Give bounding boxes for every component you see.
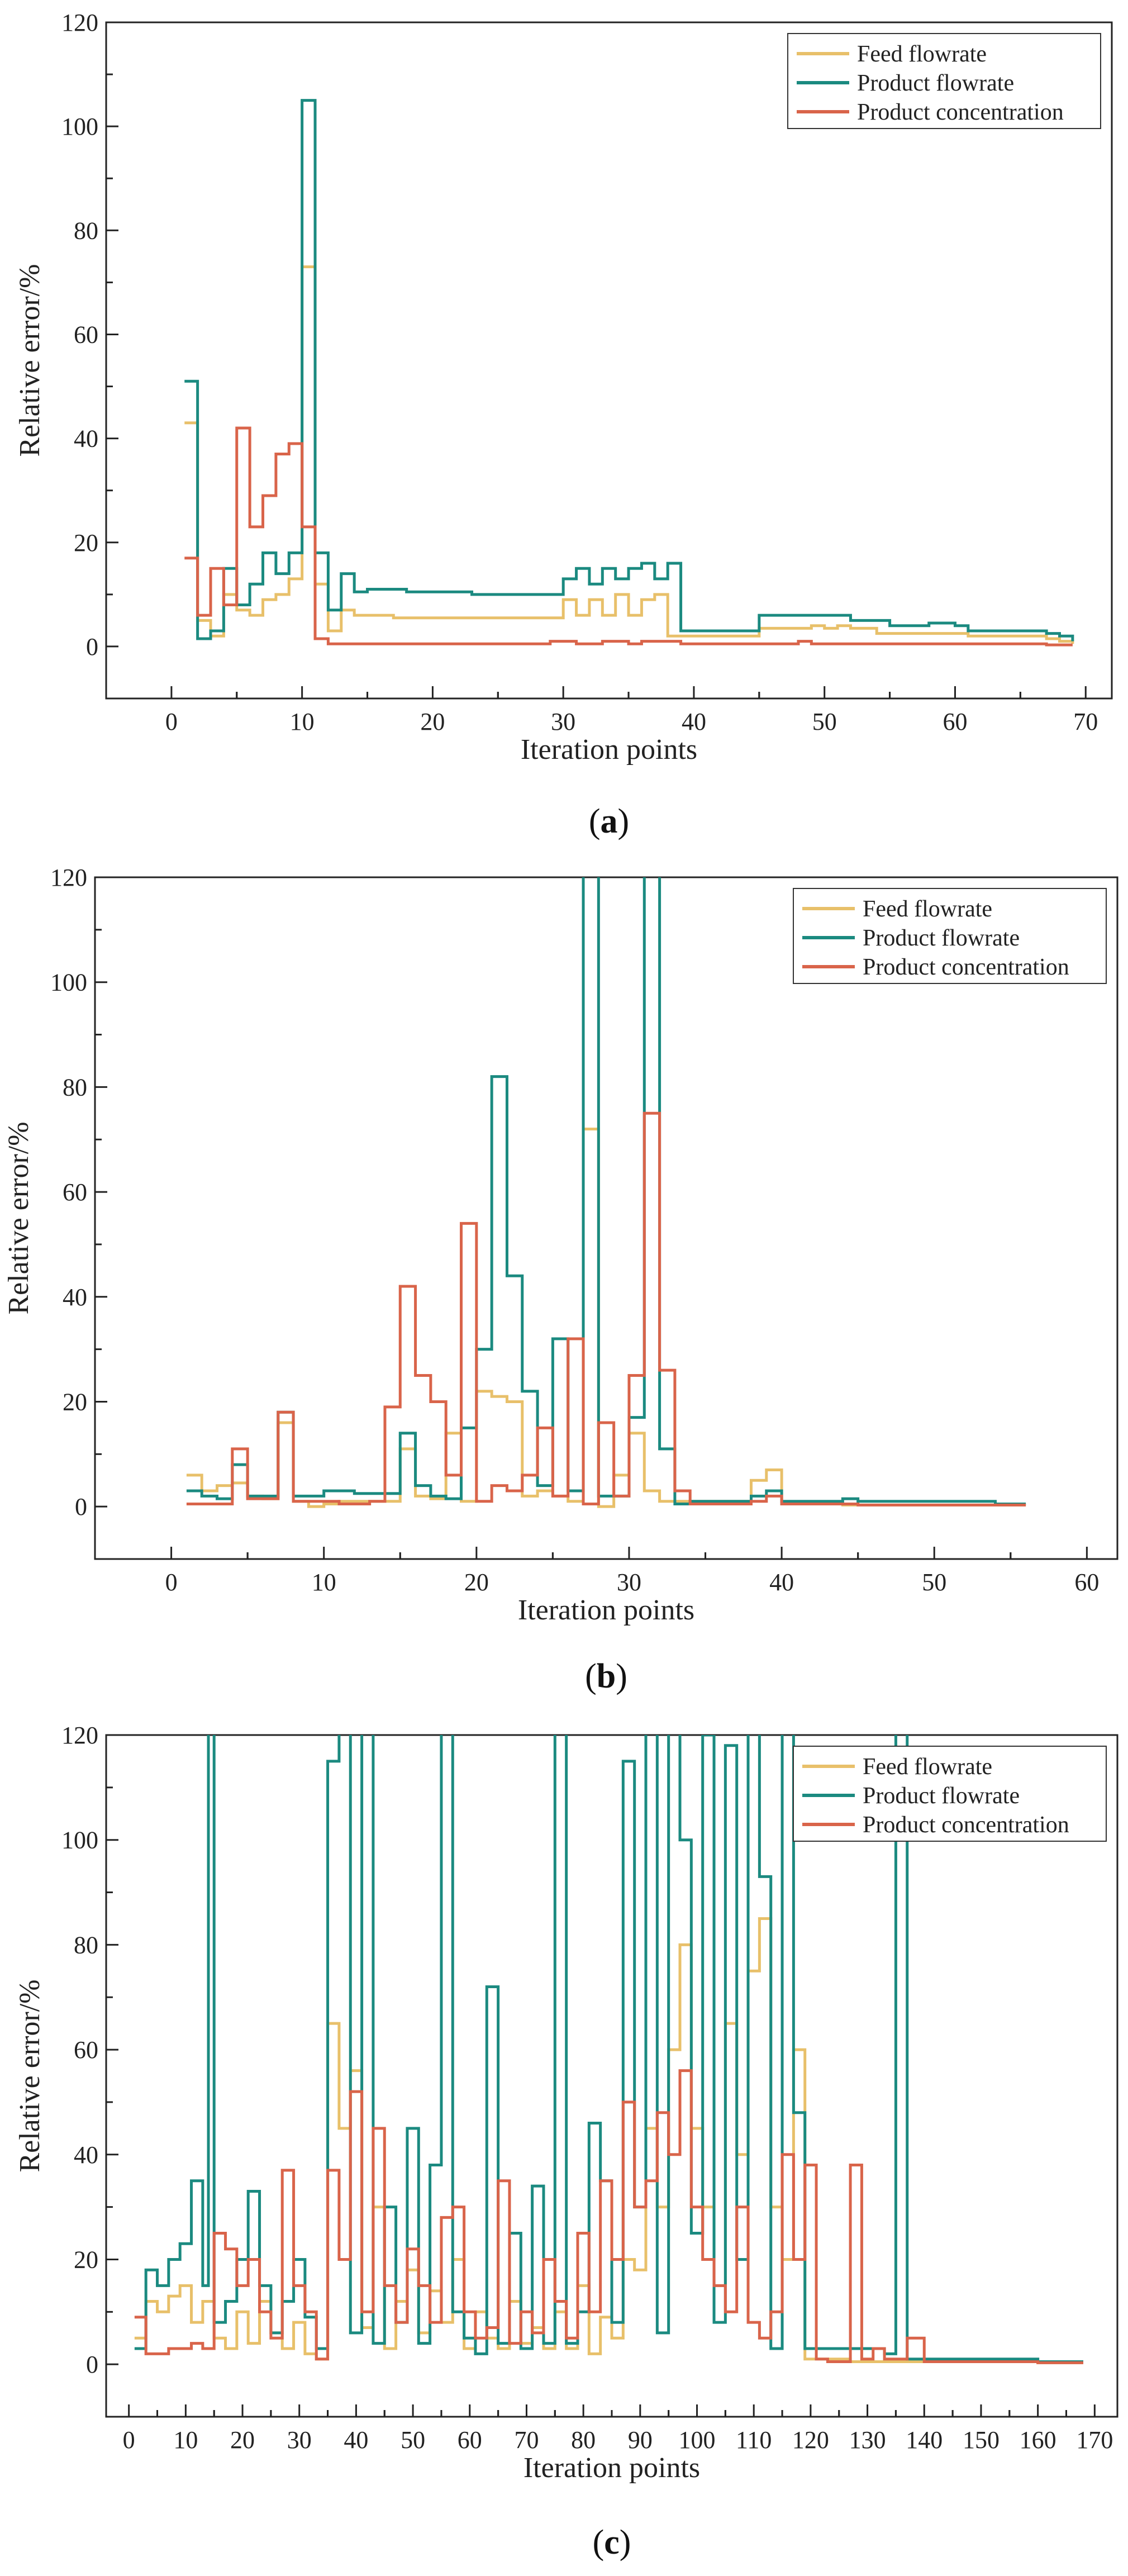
series-line-feed-flowrate (184, 265, 1074, 644)
y-tick-label: 0 (86, 2351, 98, 2378)
series-line-product-concentration (134, 2069, 1083, 2364)
y-axis-title: Relative error/% (14, 264, 46, 457)
y-tick-label: 100 (50, 969, 87, 996)
y-tick-label: 120 (61, 1722, 98, 1749)
y-tick-label: 60 (74, 321, 98, 348)
series-line-product-concentration (184, 426, 1073, 647)
x-tick-label: 10 (290, 708, 315, 735)
y-tick-label: 20 (63, 1388, 87, 1415)
legend-label: Feed flowrate (857, 41, 987, 67)
x-axis-title: Iteration points (518, 1594, 694, 1626)
x-tick-label: 0 (123, 2426, 135, 2454)
x-tick-label: 60 (458, 2426, 482, 2454)
legend-label: Product concentration (857, 99, 1064, 125)
x-axis-title: Iteration points (521, 734, 697, 766)
series-group (134, 1735, 1083, 2364)
chart-panel-c: 0 20 40 60 80 100 120 0 10 20 30 40 50 60 70 80 90 100 110… (14, 1722, 1119, 2561)
x-axis-title: Iteration points (523, 2452, 700, 2484)
x-tick-label: 80 (571, 2426, 596, 2454)
x-tick-label: 50 (401, 2426, 425, 2454)
x-tick-label: 40 (682, 708, 706, 735)
series-group (186, 877, 1026, 1508)
y-tick-label: 120 (50, 864, 87, 891)
series-line-product-flowrate (184, 99, 1074, 641)
x-tick-label: 0 (165, 1569, 178, 1596)
y-tick-label: 60 (74, 2036, 98, 2064)
x-tick-label: 120 (792, 2426, 829, 2454)
legend-label: Product concentration (863, 954, 1069, 980)
chart-panel-b: 0 20 40 60 80 100 120 0 10 20 30 40 50 60 Iteration po… (3, 864, 1119, 1695)
x-tick-label: 150 (963, 2426, 1000, 2454)
x-tick-label: 130 (849, 2426, 886, 2454)
y-tick-label: 80 (74, 1931, 98, 1959)
plot-frame (94, 876, 1119, 1560)
x-tick-label: 20 (464, 1569, 489, 1596)
x-tick-label: 10 (173, 2426, 198, 2454)
x-tick-label: 30 (551, 708, 575, 735)
y-tick-label: 100 (61, 1827, 98, 1854)
x-tick-label: 30 (617, 1569, 641, 1596)
x-tick-label: 20 (230, 2426, 255, 2454)
series-line-product-concentration (186, 1111, 1026, 1506)
x-tick-label: 40 (344, 2426, 368, 2454)
legend-label: Product flowrate (857, 70, 1014, 96)
y-axis-title: Relative error/% (3, 1121, 35, 1314)
y-tick-label: 20 (74, 529, 98, 557)
x-tick-label: 100 (679, 2426, 716, 2454)
x-tick-label: 170 (1076, 2426, 1113, 2454)
y-tick-label: 100 (61, 113, 98, 140)
legend-label: Product concentration (863, 1812, 1069, 1838)
series-group (184, 99, 1074, 647)
y-tick-label: 60 (63, 1178, 87, 1206)
series-line-feed-flowrate (186, 1127, 1026, 1508)
y-tick-label: 0 (86, 633, 98, 660)
x-tick-label: 0 (165, 708, 178, 735)
y-tick-label: 120 (61, 9, 98, 36)
y-axis-title: Relative error/% (14, 1979, 46, 2172)
series-line-product-flowrate (134, 1735, 1083, 2363)
x-tick-label: 40 (769, 1569, 794, 1596)
panel-caption: (c) (593, 2523, 631, 2561)
y-tick-label: 40 (74, 2141, 98, 2169)
legend-label: Feed flowrate (863, 1754, 992, 1780)
x-tick-label: 30 (287, 2426, 312, 2454)
y-tick-label: 40 (63, 1284, 87, 1311)
x-tick-label: 50 (922, 1569, 946, 1596)
x-tick-label: 50 (812, 708, 837, 735)
x-tick-label: 70 (514, 2426, 539, 2454)
x-tick-label: 60 (943, 708, 967, 735)
x-tick-label: 110 (736, 2426, 772, 2454)
plot-frame (105, 21, 1113, 700)
y-tick-label: 20 (74, 2246, 98, 2273)
x-tick-label: 70 (1073, 708, 1098, 735)
legend-label: Product flowrate (863, 1783, 1020, 1809)
chart-panel-a: 0 20 40 60 80 100 120 0 10 20 30 40 50 60 70 Iteration … (14, 9, 1113, 840)
x-tick-label: 160 (1020, 2426, 1056, 2454)
x-tick-label: 140 (906, 2426, 943, 2454)
series-line-feed-flowrate (134, 1917, 1083, 2364)
legend-label: Product flowrate (863, 925, 1020, 951)
panel-caption: (b) (585, 1657, 627, 1695)
panel-caption: (a) (589, 802, 629, 840)
x-tick-label: 10 (312, 1569, 336, 1596)
x-tick-label: 20 (420, 708, 445, 735)
x-tick-label: 90 (628, 2426, 653, 2454)
y-tick-label: 80 (74, 217, 98, 244)
y-tick-label: 80 (63, 1073, 87, 1101)
x-tick-label: 60 (1074, 1569, 1099, 1596)
y-tick-label: 0 (75, 1493, 87, 1520)
legend-label: Feed flowrate (863, 896, 992, 922)
y-tick-label: 40 (74, 425, 98, 453)
